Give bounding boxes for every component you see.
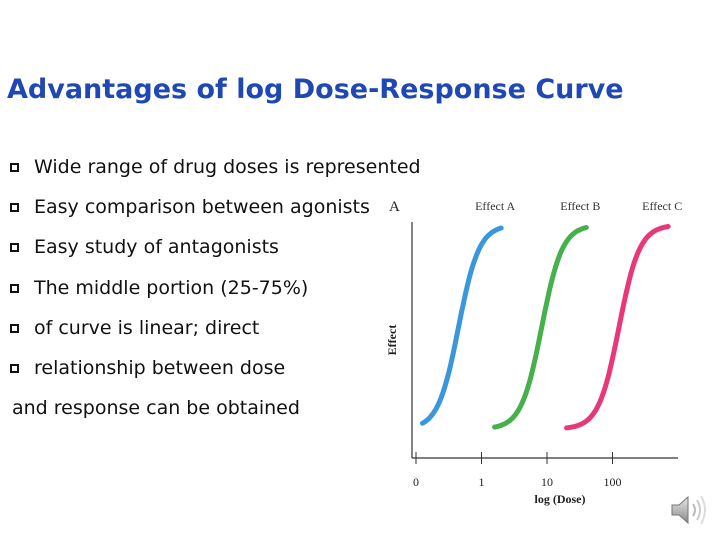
bullet-item: The middle portion (25-75%) [10, 277, 308, 299]
x-tick-label: 1 [479, 475, 485, 489]
speaker-icon[interactable] [668, 490, 708, 530]
x-axis-ticks: 0 1 10 100 [413, 452, 622, 489]
bullet-item: Wide range of drug doses is represented [10, 156, 421, 178]
bullet-text: relationship between dose [34, 357, 286, 379]
speaker-body [671, 495, 689, 525]
x-tick-label: 10 [541, 475, 553, 489]
series-label: Effect B [560, 199, 600, 213]
series-label: Effect C [642, 199, 682, 213]
bullet-text: of curve is linear; direct [34, 317, 260, 339]
bullet-text: Wide range of drug doses is represented [34, 156, 421, 178]
series-line [564, 224, 671, 431]
bullet-item: relationship between dose [10, 357, 285, 379]
panel-label: A [389, 199, 400, 215]
bullet-marker-icon [10, 162, 19, 172]
slide-title: Advantages of log Dose-Response Curve [7, 74, 624, 105]
bullet-text: Easy comparison between agonists [34, 196, 370, 218]
bullet-item: Easy comparison between agonists [10, 196, 370, 218]
bullet-continuation: and response can be obtained [12, 397, 300, 419]
series-labels: Effect A Effect B Effect C [475, 199, 682, 213]
y-axis-label: Effect [385, 325, 399, 356]
bullet-item: of curve is linear; direct [10, 317, 259, 339]
series-label: Effect A [475, 199, 515, 213]
bullet-marker-icon [10, 242, 19, 252]
bullet-marker-icon [10, 363, 19, 373]
curves [420, 224, 671, 431]
bullet-marker-icon [10, 202, 19, 212]
bullet-item: Easy study of antagonists [10, 236, 279, 258]
sound-wave [692, 503, 696, 517]
x-axis-label: log (Dose) [535, 492, 586, 506]
x-tick-label: 100 [604, 475, 622, 489]
series-line [420, 225, 504, 426]
x-tick-label: 0 [413, 475, 419, 489]
bullet-text: The middle portion (25-75%) [34, 277, 309, 299]
bullet-marker-icon [10, 283, 19, 293]
bullet-marker-icon [10, 323, 19, 333]
dose-response-chart: A Effect A Effect B Effect C 0 1 10 100 Effec… [385, 199, 682, 506]
sound-wave [696, 499, 701, 521]
bullet-text: Easy study of antagonists [34, 236, 279, 258]
sound-wave [700, 495, 706, 525]
series-line [492, 225, 589, 430]
